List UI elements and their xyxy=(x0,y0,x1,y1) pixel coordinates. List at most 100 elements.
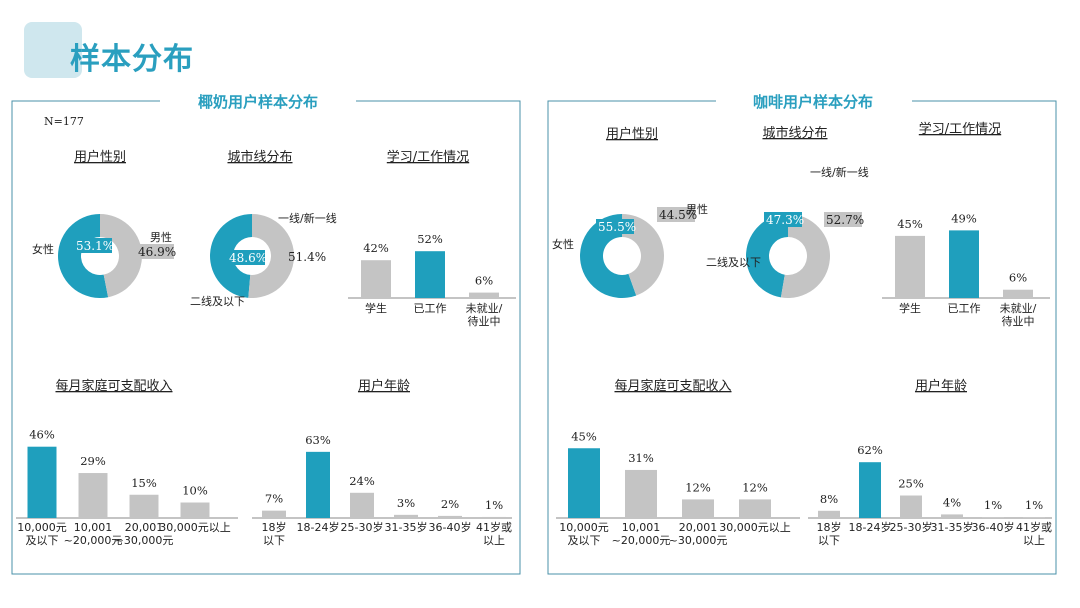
bar-value-label: 45% xyxy=(897,217,923,231)
chart-8: 每月家庭可支配收入 45% 10,000元及以下 31% 10,001 ~20,000元 1… xyxy=(556,378,800,547)
chart-6: 城市线分布 47.3% 52.7% 二线及以下 一线/新一线 xyxy=(706,125,869,298)
pie-value-label: 44.5% xyxy=(659,208,697,222)
page-title: 样本分布 xyxy=(70,42,194,77)
bar-category-label: 41岁或以上 xyxy=(1016,520,1052,547)
bar-value-label: 7% xyxy=(265,492,283,506)
bar-1 xyxy=(625,469,657,518)
bar-category-label: 10,001 ~20,000元 xyxy=(612,521,671,547)
bar-value-label: 62% xyxy=(857,443,883,457)
bar-category-label: 31-35岁 xyxy=(385,520,428,534)
pie-category-label: 男性 xyxy=(150,230,172,244)
bar-value-label: 29% xyxy=(80,454,106,468)
bar-category-label: 25-30岁 xyxy=(890,520,933,534)
bar-value-label: 8% xyxy=(820,492,838,506)
bar-value-label: 1% xyxy=(1025,498,1043,512)
bar-category-label: 36-40岁 xyxy=(429,520,472,534)
panel-right: 咖啡用户样本分布 xyxy=(547,93,1057,575)
chart-title: 用户年龄 xyxy=(358,378,410,394)
value-label-box xyxy=(657,207,695,222)
pie-slice-item xyxy=(580,214,637,298)
bar-category-label: 学生 xyxy=(365,301,387,315)
pie-category-label: 一线/新一线 xyxy=(810,165,869,179)
bar-1 xyxy=(949,230,979,298)
chart-9: 用户年龄 8% 18岁以下 62% 18-24岁 25% 25-30岁 4% 31-35岁 1% 3… xyxy=(808,378,1052,547)
panel-right-border xyxy=(547,100,1057,575)
bar-3 xyxy=(941,514,963,518)
bar-3 xyxy=(739,499,771,518)
value-label-box xyxy=(227,250,265,265)
chart-2: 学习/工作情况 42% 学生 52% 已工作 6% 未就业/待业中 xyxy=(348,149,516,328)
bar-value-label: 3% xyxy=(397,496,415,510)
bar-category-label: 31-35岁 xyxy=(931,520,974,534)
bar-2 xyxy=(900,495,922,518)
bar-value-label: 1% xyxy=(485,498,503,512)
bar-value-label: 6% xyxy=(1009,271,1027,285)
bar-value-label: 31% xyxy=(628,451,654,465)
bar-2 xyxy=(350,492,374,518)
pie-slice-item xyxy=(100,214,142,298)
pie-value-label: 51.4% xyxy=(288,250,326,264)
bar-category-label: 20,001 ~30,000元 xyxy=(669,521,728,547)
bar-value-label: 49% xyxy=(951,211,977,225)
panel-left-border xyxy=(11,100,521,575)
bar-value-label: 42% xyxy=(363,241,389,255)
bar-value-label: 6% xyxy=(475,274,493,288)
bar-0 xyxy=(895,235,925,298)
pie-slice-item xyxy=(780,214,831,298)
bar-category-label: 10,001 ~20,000元 xyxy=(64,521,123,547)
pie-value-label: 55.5% xyxy=(598,220,636,234)
value-label-box xyxy=(824,212,862,227)
bar-2 xyxy=(1003,289,1033,298)
value-label-box xyxy=(136,244,174,259)
bar-value-label: 25% xyxy=(898,477,924,491)
bar-category-label: 25-30岁 xyxy=(341,520,384,534)
chart-title: 学习/工作情况 xyxy=(387,149,469,165)
pie-category-label: 二线及以下 xyxy=(706,255,761,269)
bar-4 xyxy=(982,517,1004,518)
pie-category-label: 一线/新一线 xyxy=(278,211,337,225)
pie-category-label: 女性 xyxy=(552,237,574,251)
bar-category-label: 41岁或以上 xyxy=(476,520,512,547)
panel-right-title: 咖啡用户样本分布 xyxy=(753,93,873,111)
chart-title: 用户年龄 xyxy=(915,378,967,394)
bar-0 xyxy=(361,260,391,298)
bar-category-label: 30,000元以上 xyxy=(159,521,231,534)
sample-size-label: N=177 xyxy=(44,115,84,128)
bar-5 xyxy=(482,516,506,518)
bar-category-label: 10,000元及以下 xyxy=(17,521,67,547)
chart-title: 用户性别 xyxy=(74,149,126,165)
panel-left: 椰奶用户样本分布 N=177 xyxy=(11,93,521,575)
bar-2 xyxy=(682,499,714,518)
bar-category-label: 36-40岁 xyxy=(972,520,1015,534)
bar-value-label: 4% xyxy=(943,495,961,509)
bar-5 xyxy=(1023,517,1045,518)
bar-1 xyxy=(859,462,881,518)
bar-category-label: 18岁以下 xyxy=(262,520,287,547)
pie-slice-item xyxy=(58,214,109,299)
chart-5: 用户性别 55.5% 44.5% 女性 男性 xyxy=(552,126,708,298)
pie-category-label: 女性 xyxy=(32,242,54,256)
chart-7: 学习/工作情况 45% 学生 49% 已工作 6% 未就业/待业中 xyxy=(882,121,1050,328)
bar-2 xyxy=(469,292,499,298)
bar-1 xyxy=(306,451,330,518)
bar-category-label: 学生 xyxy=(899,301,921,315)
pie-slice-item xyxy=(746,214,788,298)
chart-1: 城市线分布 48.6% 51.4% 二线及以下 一线/新一线 xyxy=(190,149,337,308)
title-decoration xyxy=(24,22,82,78)
chart-title: 每月家庭可支配收入 xyxy=(614,378,731,394)
bar-value-label: 2% xyxy=(441,497,459,511)
pie-value-label: 47.3% xyxy=(766,213,804,227)
bar-3 xyxy=(394,514,418,518)
chart-title: 学习/工作情况 xyxy=(919,121,1001,137)
chart-title: 城市线分布 xyxy=(762,125,827,141)
pie-value-label: 53.1% xyxy=(76,239,114,253)
pie-slice-item xyxy=(248,214,294,298)
pie-value-label: 48.6% xyxy=(229,251,267,265)
bar-value-label: 63% xyxy=(305,433,331,447)
bar-0 xyxy=(568,448,600,518)
bar-3 xyxy=(180,502,210,518)
bar-category-label: 已工作 xyxy=(414,302,447,315)
bar-category-label: 未就业/待业中 xyxy=(1000,301,1037,328)
bar-value-label: 52% xyxy=(417,232,443,246)
